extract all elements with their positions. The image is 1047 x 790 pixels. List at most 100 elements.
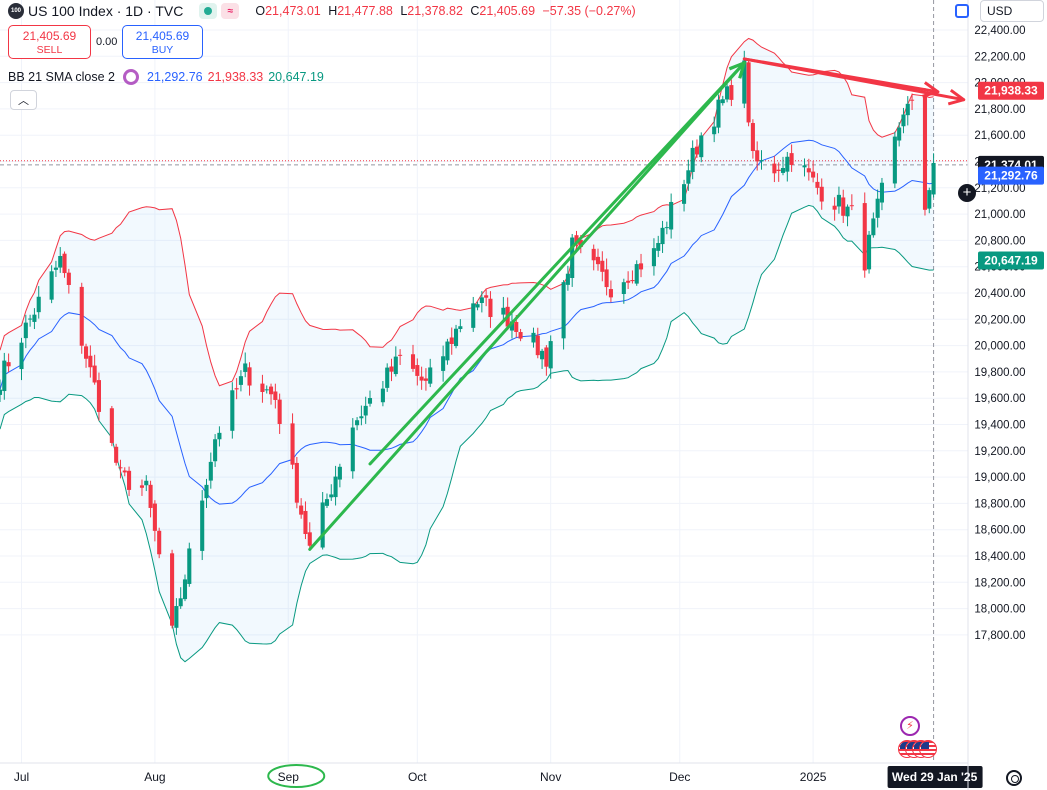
candle-body	[264, 389, 269, 391]
candle-body	[6, 362, 11, 367]
bb-upper-value: 21,938.33	[207, 70, 264, 84]
candle-body	[682, 184, 687, 204]
screenshot-button[interactable]	[948, 0, 976, 22]
candle-body	[122, 470, 127, 473]
candle	[2, 352, 7, 400]
candle-body	[294, 462, 299, 503]
candle	[664, 221, 669, 235]
candle-body	[398, 354, 403, 356]
candle	[260, 374, 265, 403]
candle-body	[479, 297, 484, 304]
candle-body	[260, 383, 265, 392]
candle	[815, 173, 820, 195]
candle	[772, 155, 777, 183]
candle	[789, 144, 794, 172]
candle	[630, 270, 635, 284]
candle	[23, 314, 28, 349]
candle	[660, 220, 665, 253]
x-tick-label: Oct	[408, 770, 427, 784]
y-tick-label: 17,800.00	[974, 630, 1025, 642]
sell-button[interactable]: 21,405.69 SELL	[8, 25, 91, 59]
y-tick-label: 20,400.00	[974, 288, 1025, 300]
candle-body	[157, 530, 162, 555]
candle	[755, 141, 760, 171]
candle	[905, 96, 910, 126]
candle	[725, 80, 730, 103]
candle	[66, 268, 71, 294]
candle-body	[789, 153, 794, 165]
candle-body	[243, 363, 248, 372]
wave-icon[interactable]: ≈	[221, 3, 240, 19]
candle	[114, 443, 119, 466]
candle	[49, 265, 54, 304]
candle-body	[32, 314, 37, 322]
candle	[363, 396, 368, 424]
candle	[148, 480, 153, 518]
sep-highlight-ellipse	[267, 764, 326, 788]
symbol-title[interactable]: US 100 Index · 1D · TVC	[28, 3, 184, 19]
candle-body	[139, 485, 145, 488]
candle-body	[879, 182, 884, 203]
candle-body	[152, 503, 157, 531]
candle-body	[811, 171, 816, 178]
candle-body	[62, 253, 67, 274]
candle	[428, 358, 433, 388]
candle-body	[501, 307, 506, 315]
candle	[875, 189, 880, 228]
candle-body	[410, 354, 416, 369]
candle	[385, 363, 390, 392]
candle-body	[608, 289, 613, 298]
y-tick-label: 19,400.00	[974, 420, 1025, 432]
candle-body	[114, 446, 119, 463]
candle-body	[92, 365, 97, 383]
candle-body	[531, 332, 536, 343]
price-label-bg	[978, 166, 1044, 185]
candle-body	[540, 350, 545, 360]
candle-body	[621, 282, 626, 295]
candle-body	[664, 227, 669, 229]
candle	[367, 390, 373, 407]
candle	[759, 150, 764, 170]
buy-button[interactable]: 21,405.69 BUY	[122, 25, 203, 59]
candle	[849, 194, 854, 211]
candle	[806, 158, 811, 181]
market-status-icon[interactable]	[199, 3, 218, 19]
candle-body	[922, 95, 928, 210]
candle	[862, 192, 867, 278]
gear-icon[interactable]	[1006, 770, 1022, 786]
candle	[802, 158, 807, 177]
candle-body	[367, 398, 373, 404]
candle-body	[49, 271, 54, 300]
us-flag-icon[interactable]	[898, 740, 938, 758]
indicator-settings-icon[interactable]	[123, 69, 140, 85]
y-tick-label: 21,200.00	[974, 183, 1025, 195]
candle-body	[170, 553, 175, 626]
candle-body	[690, 147, 695, 172]
x-tick-label: Jul	[14, 770, 29, 784]
flash-icon[interactable]: ⚡	[900, 716, 920, 736]
collapse-legend-button[interactable]: ︿	[10, 90, 37, 110]
candle	[329, 484, 334, 501]
candle-body	[320, 502, 325, 548]
bb-fill	[0, 38, 934, 662]
candle-body	[290, 423, 295, 465]
candle-body	[355, 420, 360, 426]
candle-body	[565, 273, 570, 285]
candle	[182, 574, 188, 602]
price-label-basis: 21,292.76	[978, 166, 1044, 185]
candle	[729, 79, 734, 107]
candle-body	[716, 99, 721, 128]
drawings[interactable]	[267, 57, 966, 788]
candle	[174, 598, 179, 635]
candle	[686, 159, 691, 191]
candle	[785, 151, 790, 182]
candle-body	[350, 427, 355, 472]
add-alert-plus-icon[interactable]: +	[958, 184, 976, 202]
indicator-legend[interactable]: BB 21 SMA close 2 21,292.76 21,938.33 20…	[8, 69, 324, 85]
currency-select[interactable]: USD	[980, 0, 1044, 22]
candle	[204, 478, 209, 508]
candle-body	[144, 480, 149, 486]
candle	[84, 343, 89, 368]
candle	[19, 337, 24, 381]
